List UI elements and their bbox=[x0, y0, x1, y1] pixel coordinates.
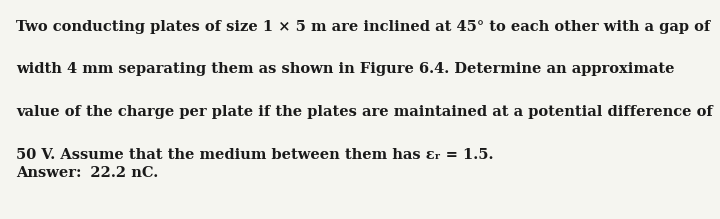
Text: width 4 mm separating them as shown in Figure 6.4. Determine an approximate: width 4 mm separating them as shown in F… bbox=[16, 62, 675, 76]
Text: 22.2 nC.: 22.2 nC. bbox=[75, 166, 158, 180]
Text: value of the charge per plate if the plates are maintained at a potential differ: value of the charge per plate if the pla… bbox=[16, 105, 713, 119]
Text: Two conducting plates of size 1 × 5 m are inclined at 45° to each other with a g: Two conducting plates of size 1 × 5 m ar… bbox=[16, 20, 710, 34]
Text: Answer:: Answer: bbox=[16, 166, 81, 180]
Text: 50 V. Assume that the medium between them has εᵣ = 1.5.: 50 V. Assume that the medium between the… bbox=[16, 148, 493, 162]
